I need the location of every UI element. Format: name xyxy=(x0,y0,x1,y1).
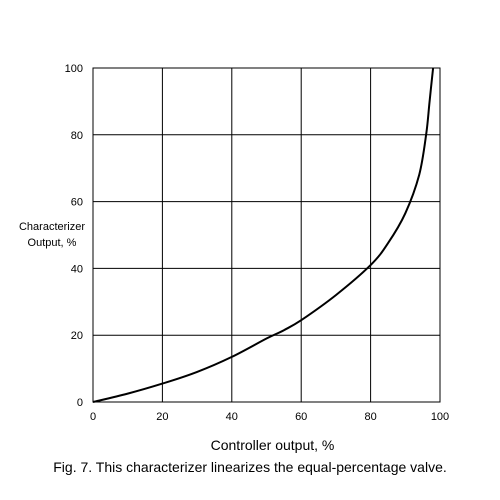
x-tick-label-4: 80 xyxy=(364,411,376,423)
y-tick-label-2: 40 xyxy=(71,263,83,275)
x-tick-label-5: 100 xyxy=(431,411,449,423)
y-tick-label-3: 60 xyxy=(71,197,83,209)
x-tick-label-3: 60 xyxy=(295,411,307,423)
x-tick-label-1: 20 xyxy=(156,411,168,423)
x-tick-label-2: 40 xyxy=(226,411,238,423)
x-tick-label-0: 0 xyxy=(90,411,96,423)
plot-frame xyxy=(92,67,441,403)
y-axis-label-line-1: Characterizer xyxy=(19,221,85,233)
y-tick-label-1: 20 xyxy=(71,330,83,342)
x-axis-label: Controller output, % xyxy=(211,437,335,453)
y-tick-label-0: 0 xyxy=(77,397,83,409)
x-tick-labels: 0 20 40 60 80 100 xyxy=(90,411,449,423)
y-tick-labels: 0 20 40 60 80 100 xyxy=(65,63,83,409)
y-tick-label-5: 100 xyxy=(65,63,83,75)
y-axis-label-line-2: Output, % xyxy=(28,237,77,249)
y-tick-label-4: 80 xyxy=(71,130,83,142)
figure-caption: Fig. 7. This characterizer linearizes th… xyxy=(53,459,447,475)
series-line xyxy=(92,67,435,403)
grid xyxy=(92,67,441,403)
